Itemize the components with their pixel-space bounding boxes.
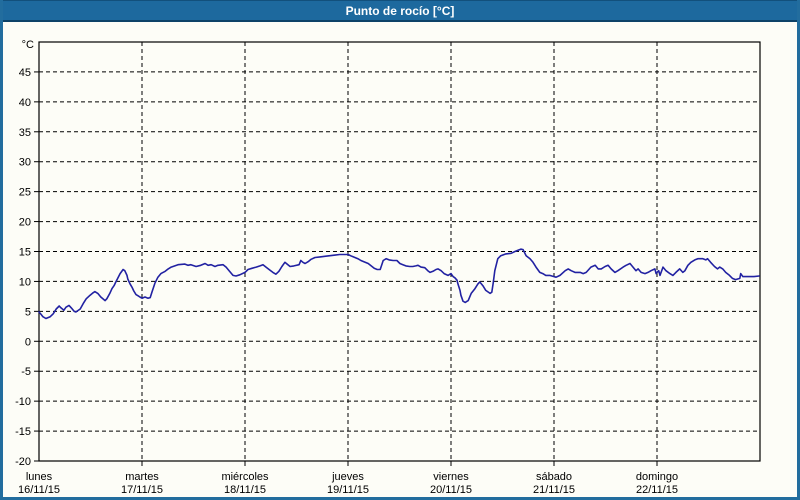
y-tick-label: -15: [15, 426, 31, 438]
y-tick-label: 0: [25, 336, 31, 348]
y-tick-label: 35: [19, 127, 31, 139]
x-date-label: 18/11/15: [224, 484, 266, 496]
data-line: [38, 248, 760, 320]
y-tick-label: -10: [15, 396, 31, 408]
plot-border: [38, 41, 761, 462]
title-bar: Punto de rocío [°C]: [3, 0, 797, 22]
x-day-label: sábado: [536, 471, 572, 483]
y-tick-label: 10: [19, 276, 31, 288]
y-tick-label: 15: [19, 247, 31, 259]
x-day-label: jueves: [331, 471, 364, 483]
x-date-label: 17/11/15: [121, 484, 163, 496]
chart: -20 -15 -10 -5 0 5 10 15 20 25 30 35 40 45 °C lunes 16/1…: [3, 22, 797, 497]
y-tick-label: 25: [19, 187, 31, 199]
x-day-label: domingo: [636, 471, 678, 483]
window-title: Punto de rocío [°C]: [345, 4, 455, 18]
x-day-label: martes: [125, 471, 159, 483]
x-date-label: 21/11/15: [533, 484, 575, 496]
x-day-label: lunes: [26, 471, 53, 483]
x-date-label: 22/11/15: [636, 484, 678, 496]
x-date-label: 20/11/15: [430, 484, 472, 496]
x-day-label: viernes: [433, 471, 469, 483]
y-tick-label: 40: [19, 97, 31, 109]
x-day-label: miércoles: [221, 471, 269, 483]
y-tick-label: 30: [19, 157, 31, 169]
x-date-label: 19/11/15: [327, 484, 369, 496]
y-axis-unit-label: °C: [22, 39, 34, 51]
y-tick-label: 5: [25, 306, 31, 318]
dew-point-plot: -20 -15 -10 -5 0 5 10 15 20 25 30 35 40 45 °C lunes16/1…: [15, 39, 761, 496]
y-tick-label: 20: [19, 217, 31, 229]
x-date-label: 16/11/15: [18, 484, 60, 496]
y-tick-label: -5: [21, 366, 31, 378]
y-tick-label: 45: [19, 67, 31, 79]
y-tick-label: -20: [15, 456, 31, 468]
